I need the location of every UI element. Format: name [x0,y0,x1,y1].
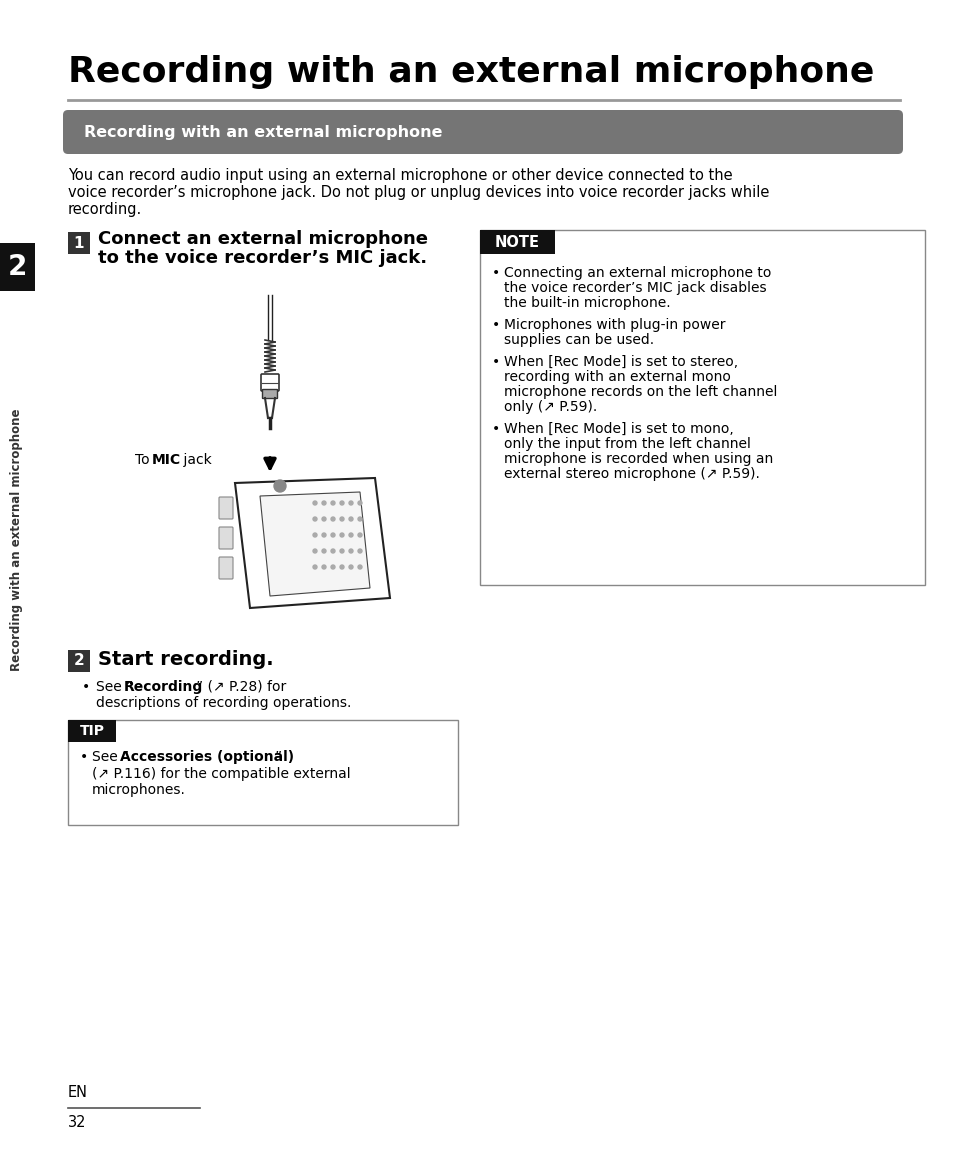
Circle shape [331,565,335,569]
Text: microphone records on the left channel: microphone records on the left channel [503,384,777,400]
Text: the built-in microphone.: the built-in microphone. [503,296,670,310]
Text: 32: 32 [68,1115,87,1130]
Circle shape [322,501,326,505]
Text: •: • [492,422,499,437]
FancyBboxPatch shape [219,527,233,549]
Bar [68,720,457,824]
Text: See “: See “ [96,680,133,694]
Bar [479,230,924,585]
Text: MIC: MIC [152,453,181,467]
Bar [479,230,555,254]
Text: •: • [492,266,499,280]
Text: jack: jack [179,453,212,467]
Text: •: • [492,356,499,369]
Text: Start recording.: Start recording. [98,650,274,669]
Circle shape [339,501,344,505]
Text: ” (↗ P.28) for: ” (↗ P.28) for [195,680,286,694]
Text: When [Rec Mode] is set to stereo,: When [Rec Mode] is set to stereo, [503,356,738,369]
Text: To: To [135,453,153,467]
Circle shape [357,549,361,554]
Text: recording with an external mono: recording with an external mono [503,371,730,384]
Circle shape [322,549,326,554]
Text: Recording with an external microphone: Recording with an external microphone [84,125,442,139]
Circle shape [357,533,361,537]
Circle shape [331,516,335,521]
Circle shape [339,565,344,569]
Text: Connect an external microphone: Connect an external microphone [98,230,428,248]
Text: Recording with an external microphone: Recording with an external microphone [10,409,24,672]
Text: only the input from the left channel: only the input from the left channel [503,437,750,450]
Text: •: • [80,750,89,764]
Text: the voice recorder’s MIC jack disables: the voice recorder’s MIC jack disables [503,281,766,295]
Text: 2: 2 [8,252,27,281]
Circle shape [331,501,335,505]
Text: TIP: TIP [79,724,105,738]
FancyBboxPatch shape [261,374,278,391]
Text: Recording: Recording [124,680,203,694]
Circle shape [349,533,353,537]
Text: You can record audio input using an external microphone or other device connecte: You can record audio input using an exte… [68,168,732,183]
Text: Connecting an external microphone to: Connecting an external microphone to [503,266,771,280]
Circle shape [331,533,335,537]
Circle shape [349,516,353,521]
Circle shape [357,516,361,521]
Bar [68,650,90,672]
Text: •: • [82,680,91,694]
FancyBboxPatch shape [219,557,233,579]
Bar [0,243,35,291]
Text: microphones.: microphones. [91,783,186,797]
Circle shape [339,533,344,537]
Text: supplies can be used.: supplies can be used. [503,334,654,347]
FancyBboxPatch shape [262,389,277,398]
Circle shape [331,549,335,554]
Circle shape [322,516,326,521]
Circle shape [357,565,361,569]
Circle shape [349,501,353,505]
Text: EN: EN [68,1085,88,1100]
Text: voice recorder’s microphone jack. Do not plug or unplug devices into voice recor: voice recorder’s microphone jack. Do not… [68,185,768,200]
Circle shape [313,516,316,521]
Circle shape [339,549,344,554]
Text: Recording with an external microphone: Recording with an external microphone [68,54,874,89]
Bar [68,232,90,254]
Text: 2: 2 [73,653,84,668]
Circle shape [274,481,286,492]
Circle shape [349,549,353,554]
Circle shape [357,501,361,505]
FancyBboxPatch shape [219,497,233,519]
Text: When [Rec Mode] is set to mono,: When [Rec Mode] is set to mono, [503,422,733,437]
Text: recording.: recording. [68,201,142,217]
Text: only (↗ P.59).: only (↗ P.59). [503,400,597,415]
Text: external stereo microphone (↗ P.59).: external stereo microphone (↗ P.59). [503,467,760,481]
Circle shape [322,565,326,569]
Text: descriptions of recording operations.: descriptions of recording operations. [96,696,351,710]
Circle shape [313,549,316,554]
Text: microphone is recorded when using an: microphone is recorded when using an [503,452,773,466]
Text: Accessories (optional): Accessories (optional) [120,750,294,764]
Text: •: • [492,318,499,332]
FancyBboxPatch shape [63,110,902,154]
Text: See “: See “ [91,750,129,764]
Circle shape [313,501,316,505]
Circle shape [349,565,353,569]
Text: 1: 1 [73,235,84,250]
Bar [68,720,116,742]
Circle shape [313,533,316,537]
Text: (↗ P.116) for the compatible external: (↗ P.116) for the compatible external [91,767,351,780]
Text: ”: ” [274,750,282,764]
Polygon shape [260,492,370,596]
Text: to the voice recorder’s MIC jack.: to the voice recorder’s MIC jack. [98,249,427,267]
Circle shape [322,533,326,537]
Circle shape [339,516,344,521]
Polygon shape [234,478,390,608]
Text: Microphones with plug-in power: Microphones with plug-in power [503,318,724,332]
Circle shape [313,565,316,569]
Text: NOTE: NOTE [495,235,539,249]
